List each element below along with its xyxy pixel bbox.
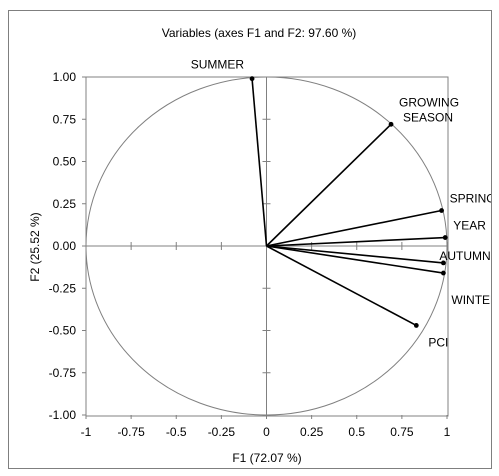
y-tick-label: 0.50: [53, 155, 77, 169]
chart-title: Variables (axes F1 and F2: 97.60 %): [162, 26, 357, 40]
x-tick-label: 0.5: [348, 425, 365, 439]
vector-pci: [266, 245, 417, 327]
y-axis-label: F2 (25.52 %): [28, 212, 42, 281]
vector-summer: [251, 78, 268, 247]
vector-point: [442, 235, 448, 240]
y-tick-label: 1.00: [53, 70, 77, 84]
y-tick-label: 0.00: [53, 239, 77, 253]
vector-label: WINTER: [451, 293, 491, 307]
vector-point: [440, 260, 446, 266]
vector-winter: [266, 245, 444, 274]
correlation-circle-chart: Variables (axes F1 and F2: 97.60 %) -1 -0…: [28, 26, 491, 465]
vector-label: AUTUMN: [439, 249, 490, 263]
vector-label: GROWING SEASON: [399, 95, 459, 124]
vector-point: [388, 121, 394, 127]
vector-spring: [266, 209, 442, 247]
x-tick-label: -0.75: [117, 425, 145, 439]
x-tick-label: 0.25: [300, 425, 324, 439]
x-tick-label: -0.25: [208, 425, 236, 439]
x-tick-label: 1: [444, 425, 451, 439]
vector-point: [413, 323, 419, 328]
y-tick-label: -0.25: [49, 281, 77, 295]
vector-growing-season: [265, 123, 392, 247]
vector-label: PCI: [428, 335, 448, 349]
vector-label: SPRING: [450, 192, 491, 206]
vector-point: [249, 76, 255, 82]
vector-point: [439, 208, 444, 213]
y-tick-label: 0.75: [53, 112, 77, 126]
vector-year: [266, 236, 446, 247]
y-tick-label: 0.25: [53, 197, 77, 211]
x-tick-label: -0.5: [166, 425, 187, 439]
y-tick-label: -0.75: [49, 366, 77, 380]
chart-frame: Variables (axes F1 and F2: 97.60 %) -1 -0…: [8, 10, 492, 469]
y-tick-label: -0.50: [49, 324, 77, 338]
x-tick-label: -1: [81, 425, 92, 439]
vector-autumn: [266, 245, 444, 264]
x-tick-label: 0: [263, 425, 270, 439]
x-axis-label: F1 (72.07 %): [232, 451, 301, 465]
vector-label: SUMMER: [191, 58, 245, 72]
vector-point: [440, 270, 446, 276]
vector-label: YEAR: [453, 219, 486, 233]
x-tick-label: 0.75: [390, 425, 414, 439]
y-tick-label: -1.00: [49, 408, 77, 422]
